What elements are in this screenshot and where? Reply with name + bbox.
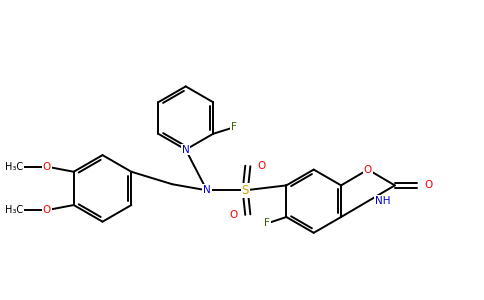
Text: H₃C: H₃C: [5, 162, 23, 172]
Text: O: O: [258, 161, 266, 171]
Text: H₃C: H₃C: [5, 205, 23, 215]
Text: O: O: [424, 180, 433, 190]
Text: NH: NH: [375, 196, 391, 206]
Text: F: F: [264, 218, 270, 228]
Text: O: O: [364, 165, 372, 175]
Text: N: N: [182, 145, 190, 154]
Text: O: O: [43, 205, 51, 215]
Text: S: S: [242, 184, 249, 197]
Text: O: O: [43, 162, 51, 172]
Text: F: F: [231, 122, 237, 132]
Text: O: O: [229, 210, 238, 220]
Text: N: N: [203, 185, 211, 195]
